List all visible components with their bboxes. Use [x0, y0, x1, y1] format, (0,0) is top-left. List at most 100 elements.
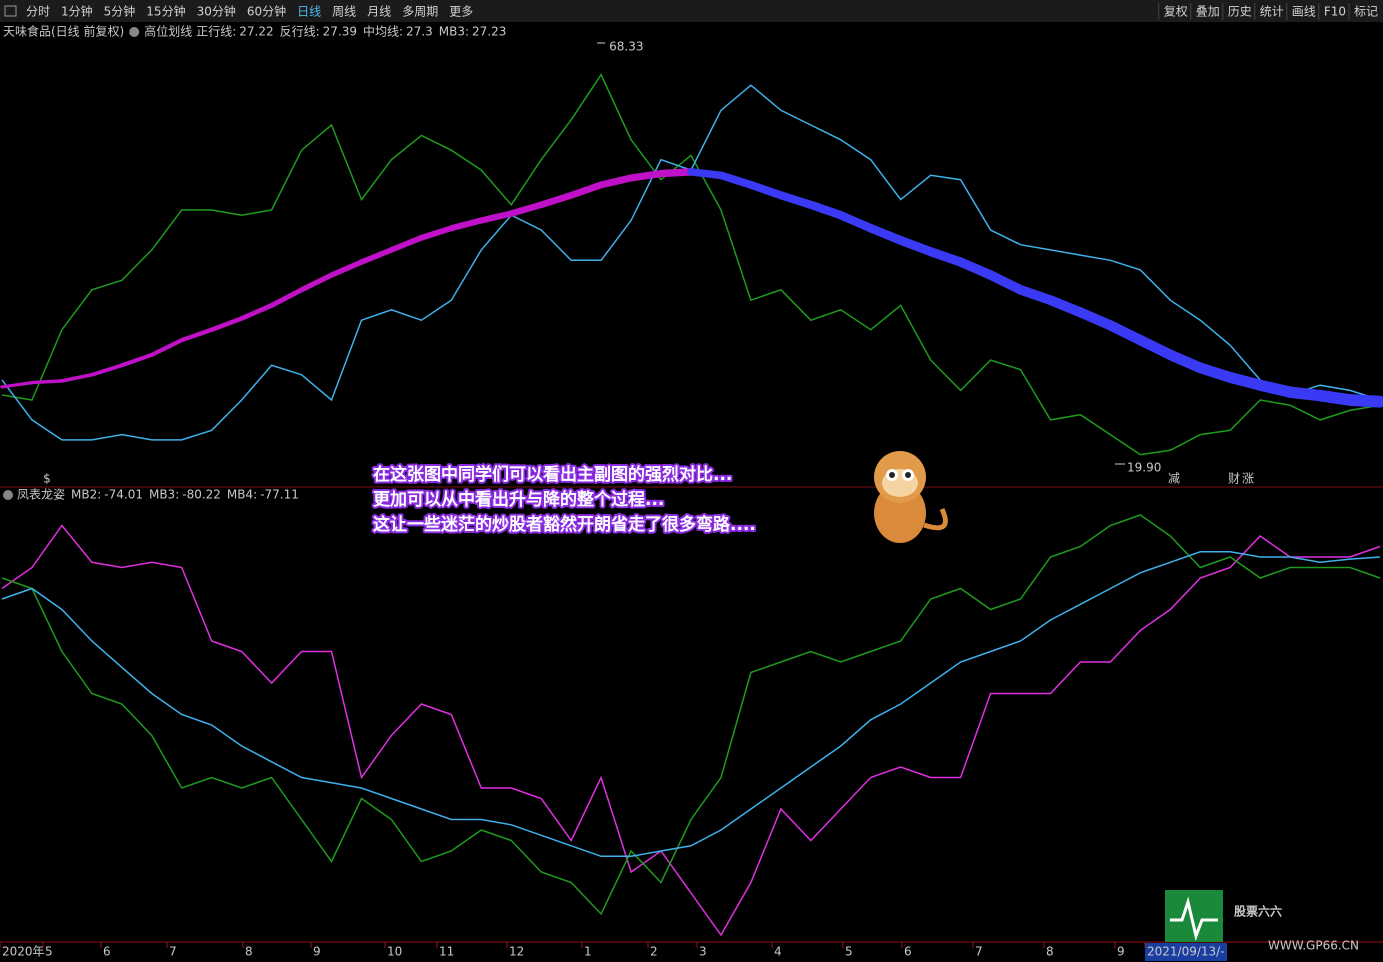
indicator-name: 高位划线 — [144, 24, 192, 39]
main-line — [239, 303, 274, 321]
legend-value: 27.39 — [323, 25, 357, 39]
tool-button[interactable]: 复权 — [1164, 5, 1188, 19]
main-line — [30, 379, 64, 385]
main-line — [418, 225, 455, 241]
x-tick-label: 10 — [387, 945, 402, 959]
toolbar — [0, 0, 1383, 22]
event-marker: $ — [43, 472, 51, 486]
main-line — [926, 247, 966, 267]
sub-line — [1, 551, 1381, 858]
period-tab[interactable]: 分时 — [26, 5, 50, 19]
main-line — [597, 174, 635, 189]
x-tick-label: 6 — [103, 945, 111, 959]
main-line — [1105, 320, 1146, 346]
tool-button[interactable]: 叠加 — [1196, 5, 1220, 19]
tool-button[interactable]: 历史 — [1228, 5, 1252, 19]
main-line — [746, 180, 785, 200]
legend-name: MB4: — [227, 488, 257, 502]
x-tick-label: 5 — [45, 945, 53, 959]
event-marker: 财 — [1228, 472, 1240, 486]
main-line — [478, 210, 515, 224]
main-line — [1164, 349, 1206, 374]
main-line — [119, 352, 154, 368]
main-line — [179, 327, 214, 343]
main-line — [149, 338, 184, 357]
x-tick-label: 9 — [1117, 945, 1125, 959]
period-tab[interactable]: 周线 — [332, 5, 356, 19]
main-line — [299, 272, 335, 293]
legend-name: MB2: — [71, 488, 101, 502]
annotation: 这让一些迷茫的炒股者豁然开朗省走了很多弯路.... — [373, 514, 756, 535]
period-tab[interactable]: 日线 — [297, 5, 321, 19]
period-tab[interactable]: 15分钟 — [146, 4, 185, 19]
window-icon — [4, 5, 17, 17]
x-tick-label: 3 — [699, 945, 707, 959]
main-line — [328, 259, 365, 278]
x-tick-label: 11 — [439, 945, 454, 959]
period-tab[interactable]: 1分钟 — [61, 4, 93, 19]
main-line — [89, 363, 124, 377]
main-line — [0, 381, 34, 389]
main-line — [1075, 307, 1116, 331]
legend-name: 正行线: — [196, 25, 236, 39]
x-tick-label: 7 — [169, 945, 177, 959]
x-tick-label: 2020年 — [2, 945, 45, 959]
period-tab[interactable]: 60分钟 — [247, 4, 286, 19]
main-line — [567, 181, 605, 199]
legend-name: MB3: — [149, 488, 179, 502]
x-tick-label: 7 — [975, 945, 983, 959]
x-tick-label: 8 — [1046, 945, 1054, 959]
low-label: 19.90 — [1127, 461, 1161, 475]
legend-name: MB3: — [439, 25, 469, 39]
period-tab[interactable]: 5分钟 — [104, 4, 136, 19]
main-line — [388, 234, 425, 253]
x-tick-label: 5 — [845, 945, 853, 959]
legend-value: -80.22 — [182, 488, 221, 502]
period-tab[interactable]: 30分钟 — [197, 4, 236, 19]
main-line — [1344, 394, 1383, 408]
main-line — [866, 223, 906, 245]
tool-button[interactable]: 画线 — [1292, 5, 1316, 19]
sub-line — [1, 524, 1381, 937]
legend-value: 27.3 — [406, 25, 433, 39]
main-line — [985, 270, 1026, 295]
main-line — [836, 210, 876, 233]
indicator-icon — [129, 27, 140, 37]
high-label: 68.33 — [609, 40, 643, 54]
main-line — [60, 373, 94, 383]
tool-button[interactable]: F10 — [1324, 5, 1346, 19]
main-line — [1135, 334, 1176, 361]
main-line — [269, 287, 305, 308]
stock-name: 天味食品(日线 前复权) — [3, 24, 124, 39]
main-line — [657, 168, 695, 178]
event-marker: 涨 — [1242, 471, 1254, 486]
mascot — [874, 451, 948, 543]
main-line — [1015, 284, 1056, 306]
main-line — [358, 247, 395, 265]
legend-value: -74.01 — [104, 488, 143, 502]
legend-name: 反行线: — [280, 25, 320, 39]
main-line — [687, 168, 725, 180]
tool-button[interactable]: 统计 — [1260, 5, 1284, 19]
x-tick-label: 6 — [904, 945, 912, 959]
main-line — [955, 257, 996, 280]
period-tab[interactable]: 多周期 — [402, 5, 438, 19]
event-marker: 减 — [1168, 472, 1180, 486]
main-line — [896, 235, 936, 257]
tool-button[interactable]: 标记 — [1354, 5, 1378, 19]
main-line — [537, 191, 575, 209]
period-tab[interactable]: 月线 — [367, 5, 391, 19]
x-tick-label: 12 — [509, 945, 524, 959]
watermark-url: WWW.GP66.CN — [1268, 939, 1359, 953]
main-line — [627, 170, 665, 182]
watermark-logo — [1165, 890, 1223, 942]
period-tab[interactable]: 更多 — [449, 5, 473, 19]
x-tick-label: 1 — [584, 945, 592, 959]
annotation: 在这张图中同学们可以看出主副图的强烈对比... — [373, 464, 732, 485]
main-line — [508, 201, 545, 217]
date-cursor — [1145, 943, 1227, 961]
legend-value: 27.22 — [239, 25, 273, 39]
x-tick-label: 4 — [774, 945, 782, 959]
